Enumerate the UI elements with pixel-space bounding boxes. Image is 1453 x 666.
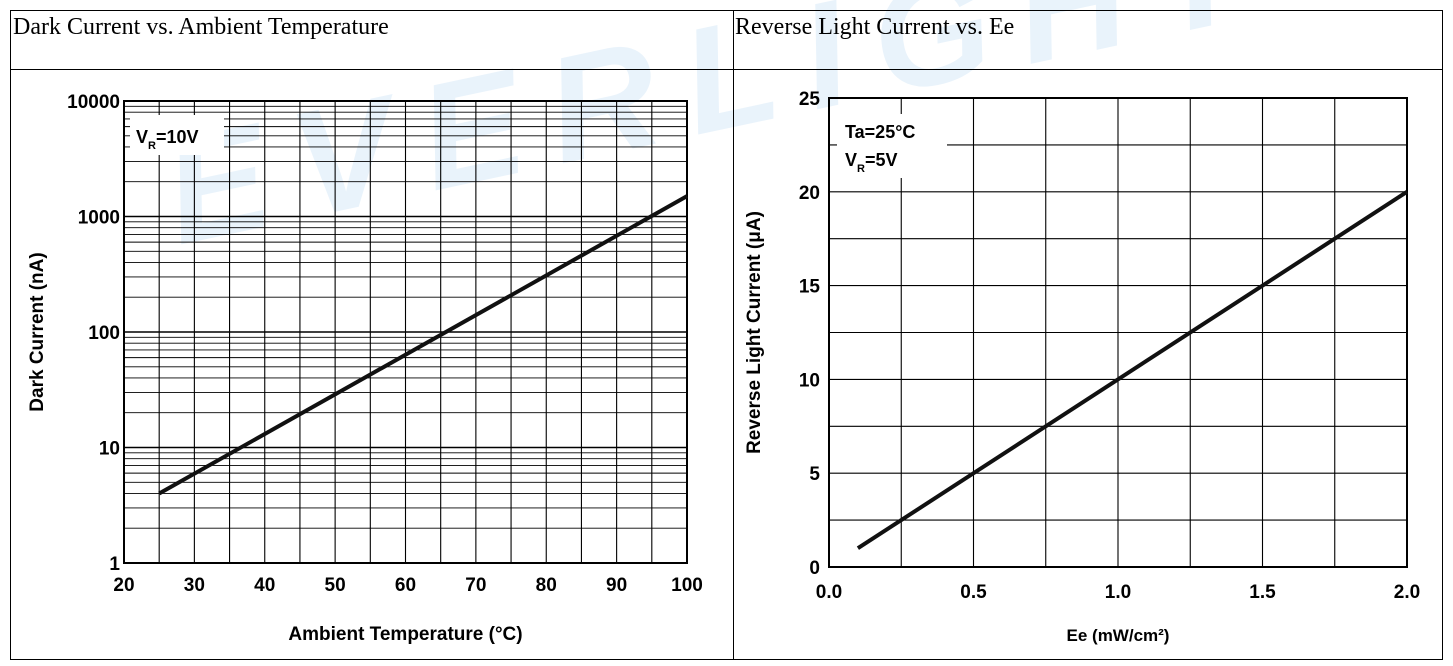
y-tick-label: 10	[799, 370, 820, 391]
annotation-bg	[837, 114, 947, 178]
y-tick-label: 15	[799, 277, 821, 298]
x-axis-label: Ee (mW/cm²)	[1067, 626, 1170, 645]
x-tick-label: 70	[465, 575, 486, 596]
x-tick-label: 90	[606, 575, 627, 596]
x-tick-label: 0.5	[960, 582, 987, 603]
series-line	[158, 194, 688, 496]
annotation-line2: VR=5V	[845, 150, 898, 175]
x-tick-label: 60	[395, 575, 416, 596]
y-tick-label: 10	[99, 439, 120, 460]
x-tick-label: 2.0	[1394, 582, 1420, 603]
x-tick-label: 100	[671, 575, 703, 596]
annotation-line1: Ta=25°C	[845, 122, 915, 142]
series-line	[856, 190, 1409, 550]
x-tick-label: 80	[536, 575, 557, 596]
x-tick-label: 20	[113, 575, 134, 596]
y-tick-label: 5	[809, 464, 820, 485]
annotation-text: VR=10V	[136, 127, 199, 152]
y-tick-label: 10000	[67, 92, 120, 113]
x-tick-label: 1.0	[1105, 582, 1131, 603]
chart-table	[10, 10, 1443, 660]
y-tick-label: 0	[809, 558, 820, 579]
x-tick-label: 30	[184, 575, 205, 596]
x-tick-label: 50	[325, 575, 346, 596]
y-tick-label: 100	[88, 323, 120, 344]
x-tick-label: 0.0	[816, 582, 842, 603]
annotation-bg	[130, 115, 224, 155]
y-tick-label: 25	[799, 89, 821, 110]
x-axis-label: Ambient Temperature (°C)	[288, 624, 522, 645]
x-tick-label: 40	[254, 575, 275, 596]
chart1-title: Dark Current vs. Ambient Temperature	[13, 14, 389, 40]
y-tick-label: 1000	[78, 208, 120, 229]
y-tick-label: 1	[109, 554, 120, 575]
plot-border	[828, 97, 1408, 568]
y-tick-label: 20	[799, 183, 820, 204]
x-tick-label: 1.5	[1249, 582, 1276, 603]
plot-border	[123, 100, 688, 564]
chart2-title: Reverse Light Current vs. Ee	[735, 14, 1015, 40]
y-axis-label: Reverse Light Current (μA)	[744, 211, 765, 454]
column-divider	[733, 11, 734, 659]
header-divider	[11, 69, 1442, 70]
y-axis-label: Dark Current (nA)	[27, 252, 48, 411]
